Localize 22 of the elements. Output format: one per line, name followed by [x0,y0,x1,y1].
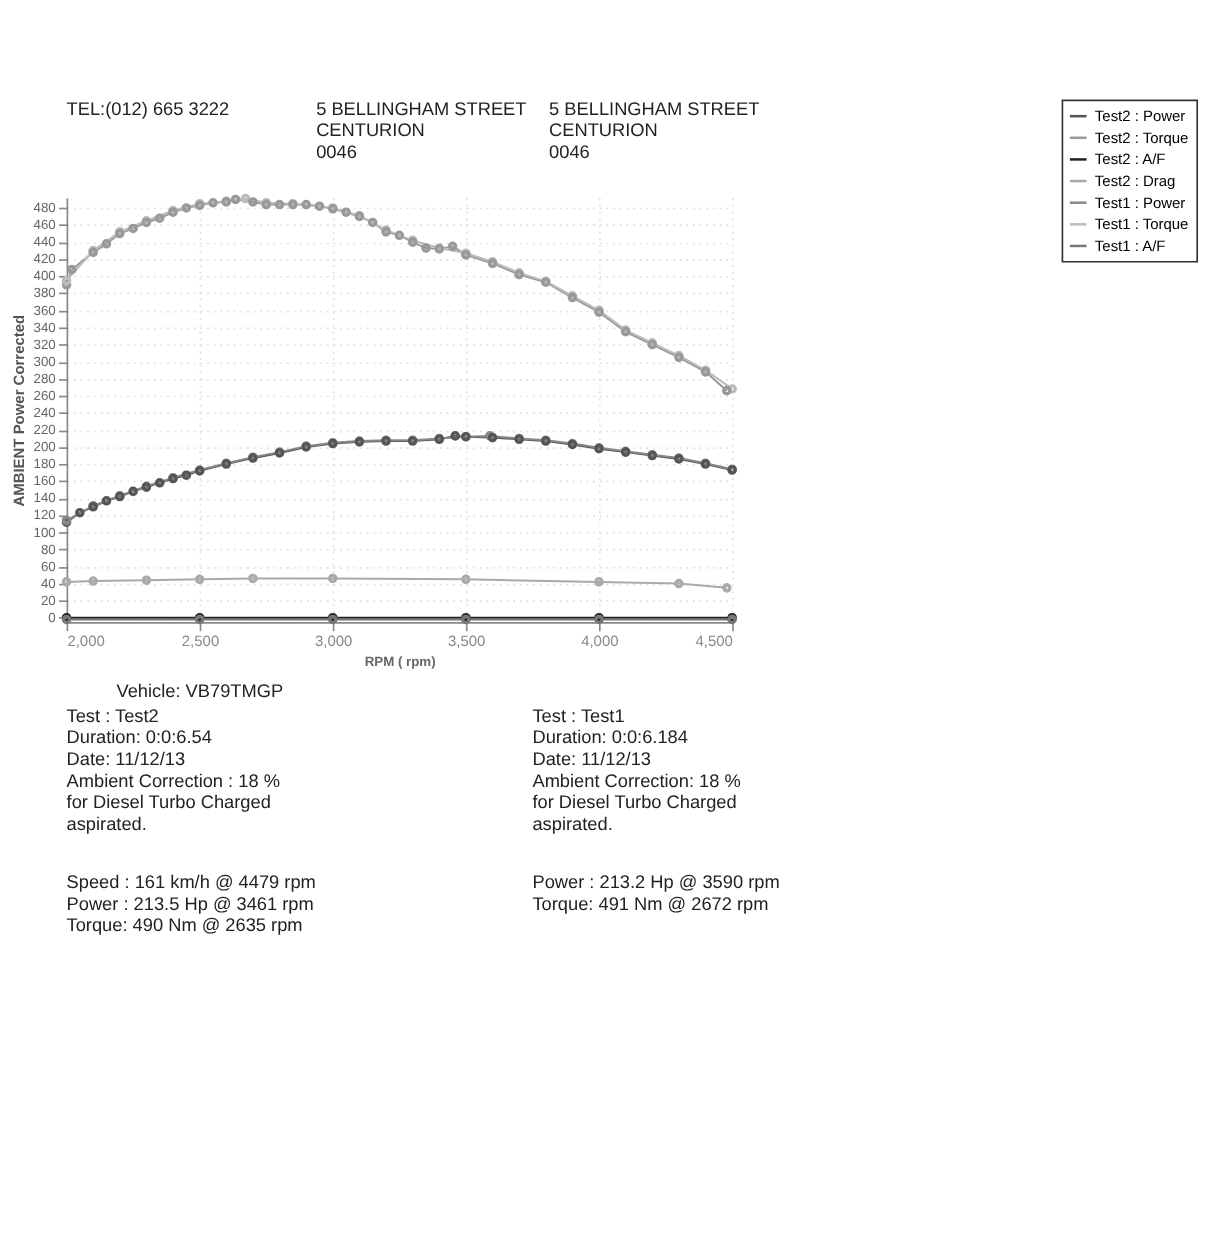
text: TEL:(012) 665 3222 [66,98,230,119]
y-axis-title: AMBIENT Power Corrected [9,313,28,507]
x-tick-label: 3,000 [314,632,353,651]
text: 5 BELLINGHAM STREET CENTURION 0046 [549,98,761,162]
x-tick-label: 4,000 [581,632,619,651]
legend-label: Test2 : Torque [1094,128,1189,147]
text: Power : 213.2 Hp @ 3590 rpm Torque: 491 Nm @ 2672 rpm [532,872,781,914]
x-tick-label: 3,500 [448,632,486,651]
legend-label: Test2 : Power [1094,107,1187,126]
legend-label: Test1 : A/F [1094,236,1167,255]
x-tick-label: 4,500 [695,632,733,651]
text: Speed : 161 km/h @ 4479 rpm Power : 213.5 Hp @ 3461 rpm Torque: 490 Nm @ 2635 rpm [66,872,317,936]
legend-label: Test1 : Torque [1094,215,1189,234]
legend-label: Test2 : Drag [1094,172,1176,191]
x-tick-label: 2,500 [181,632,220,651]
text: Test : Test1 Duration: 0:0:6.184 Date: 11/12/13 Ambient Correction: 18 % for Diesel Turbo Charged aspirated. [532,705,741,834]
text: Test : Test2 Duration: 0:0:6.54 Date: 11/12/13 Ambient Correction : 18 % for Diesel Turbo Charged aspirated. [66,705,280,834]
x-tick-label: 2,000 [67,632,105,651]
text: 5 BELLINGHAM STREET CENTURION 0046 [316,98,528,162]
legend-label: Test1 : Power [1094,193,1187,212]
text: Vehicle: VB79TMGP [116,680,284,701]
legend-label: Test2 : A/F [1094,150,1167,169]
